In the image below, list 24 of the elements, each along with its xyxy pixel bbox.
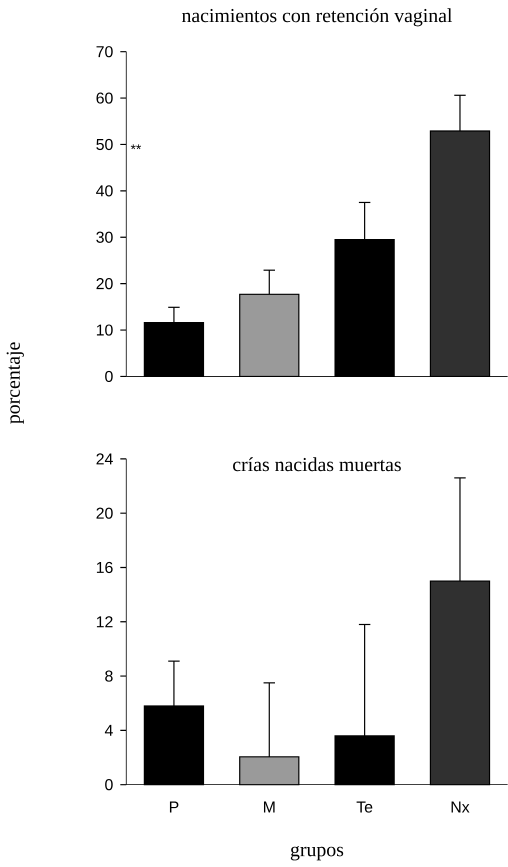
x-tick-label: Te: [356, 802, 372, 813]
y-tick-label: 10: [96, 324, 113, 336]
y-tick-label: 12: [96, 616, 113, 628]
x-tick-label: Nx: [452, 802, 470, 812]
y-tick-label: 30: [96, 232, 113, 243]
y-axis-title: porcentaje: [6, 342, 24, 424]
y-tick-label: 20: [96, 508, 113, 519]
x-axis-title: grupos: [290, 846, 344, 860]
y-tick-label: 8: [105, 670, 113, 682]
y-tick-label: 0: [105, 370, 113, 382]
y-tick-label: 50: [96, 138, 113, 150]
chart-title: crías nacidas muertas: [233, 457, 401, 472]
y-tick-label: 70: [96, 46, 113, 58]
chart-title: nacimientos con retención vaginal: [182, 8, 452, 26]
x-tick-label: M: [264, 802, 275, 812]
y-tick-label: 60: [96, 92, 113, 104]
y-tick-label: 20: [96, 278, 113, 290]
x-tick-label: P: [170, 802, 178, 812]
annotation: **: [130, 144, 142, 150]
y-tick-label: 0: [105, 779, 113, 790]
y-tick-label: 24: [96, 453, 113, 464]
y-tick-label: 40: [96, 185, 113, 196]
y-tick-label: 16: [96, 562, 113, 574]
y-tick-label: 4: [104, 724, 113, 736]
